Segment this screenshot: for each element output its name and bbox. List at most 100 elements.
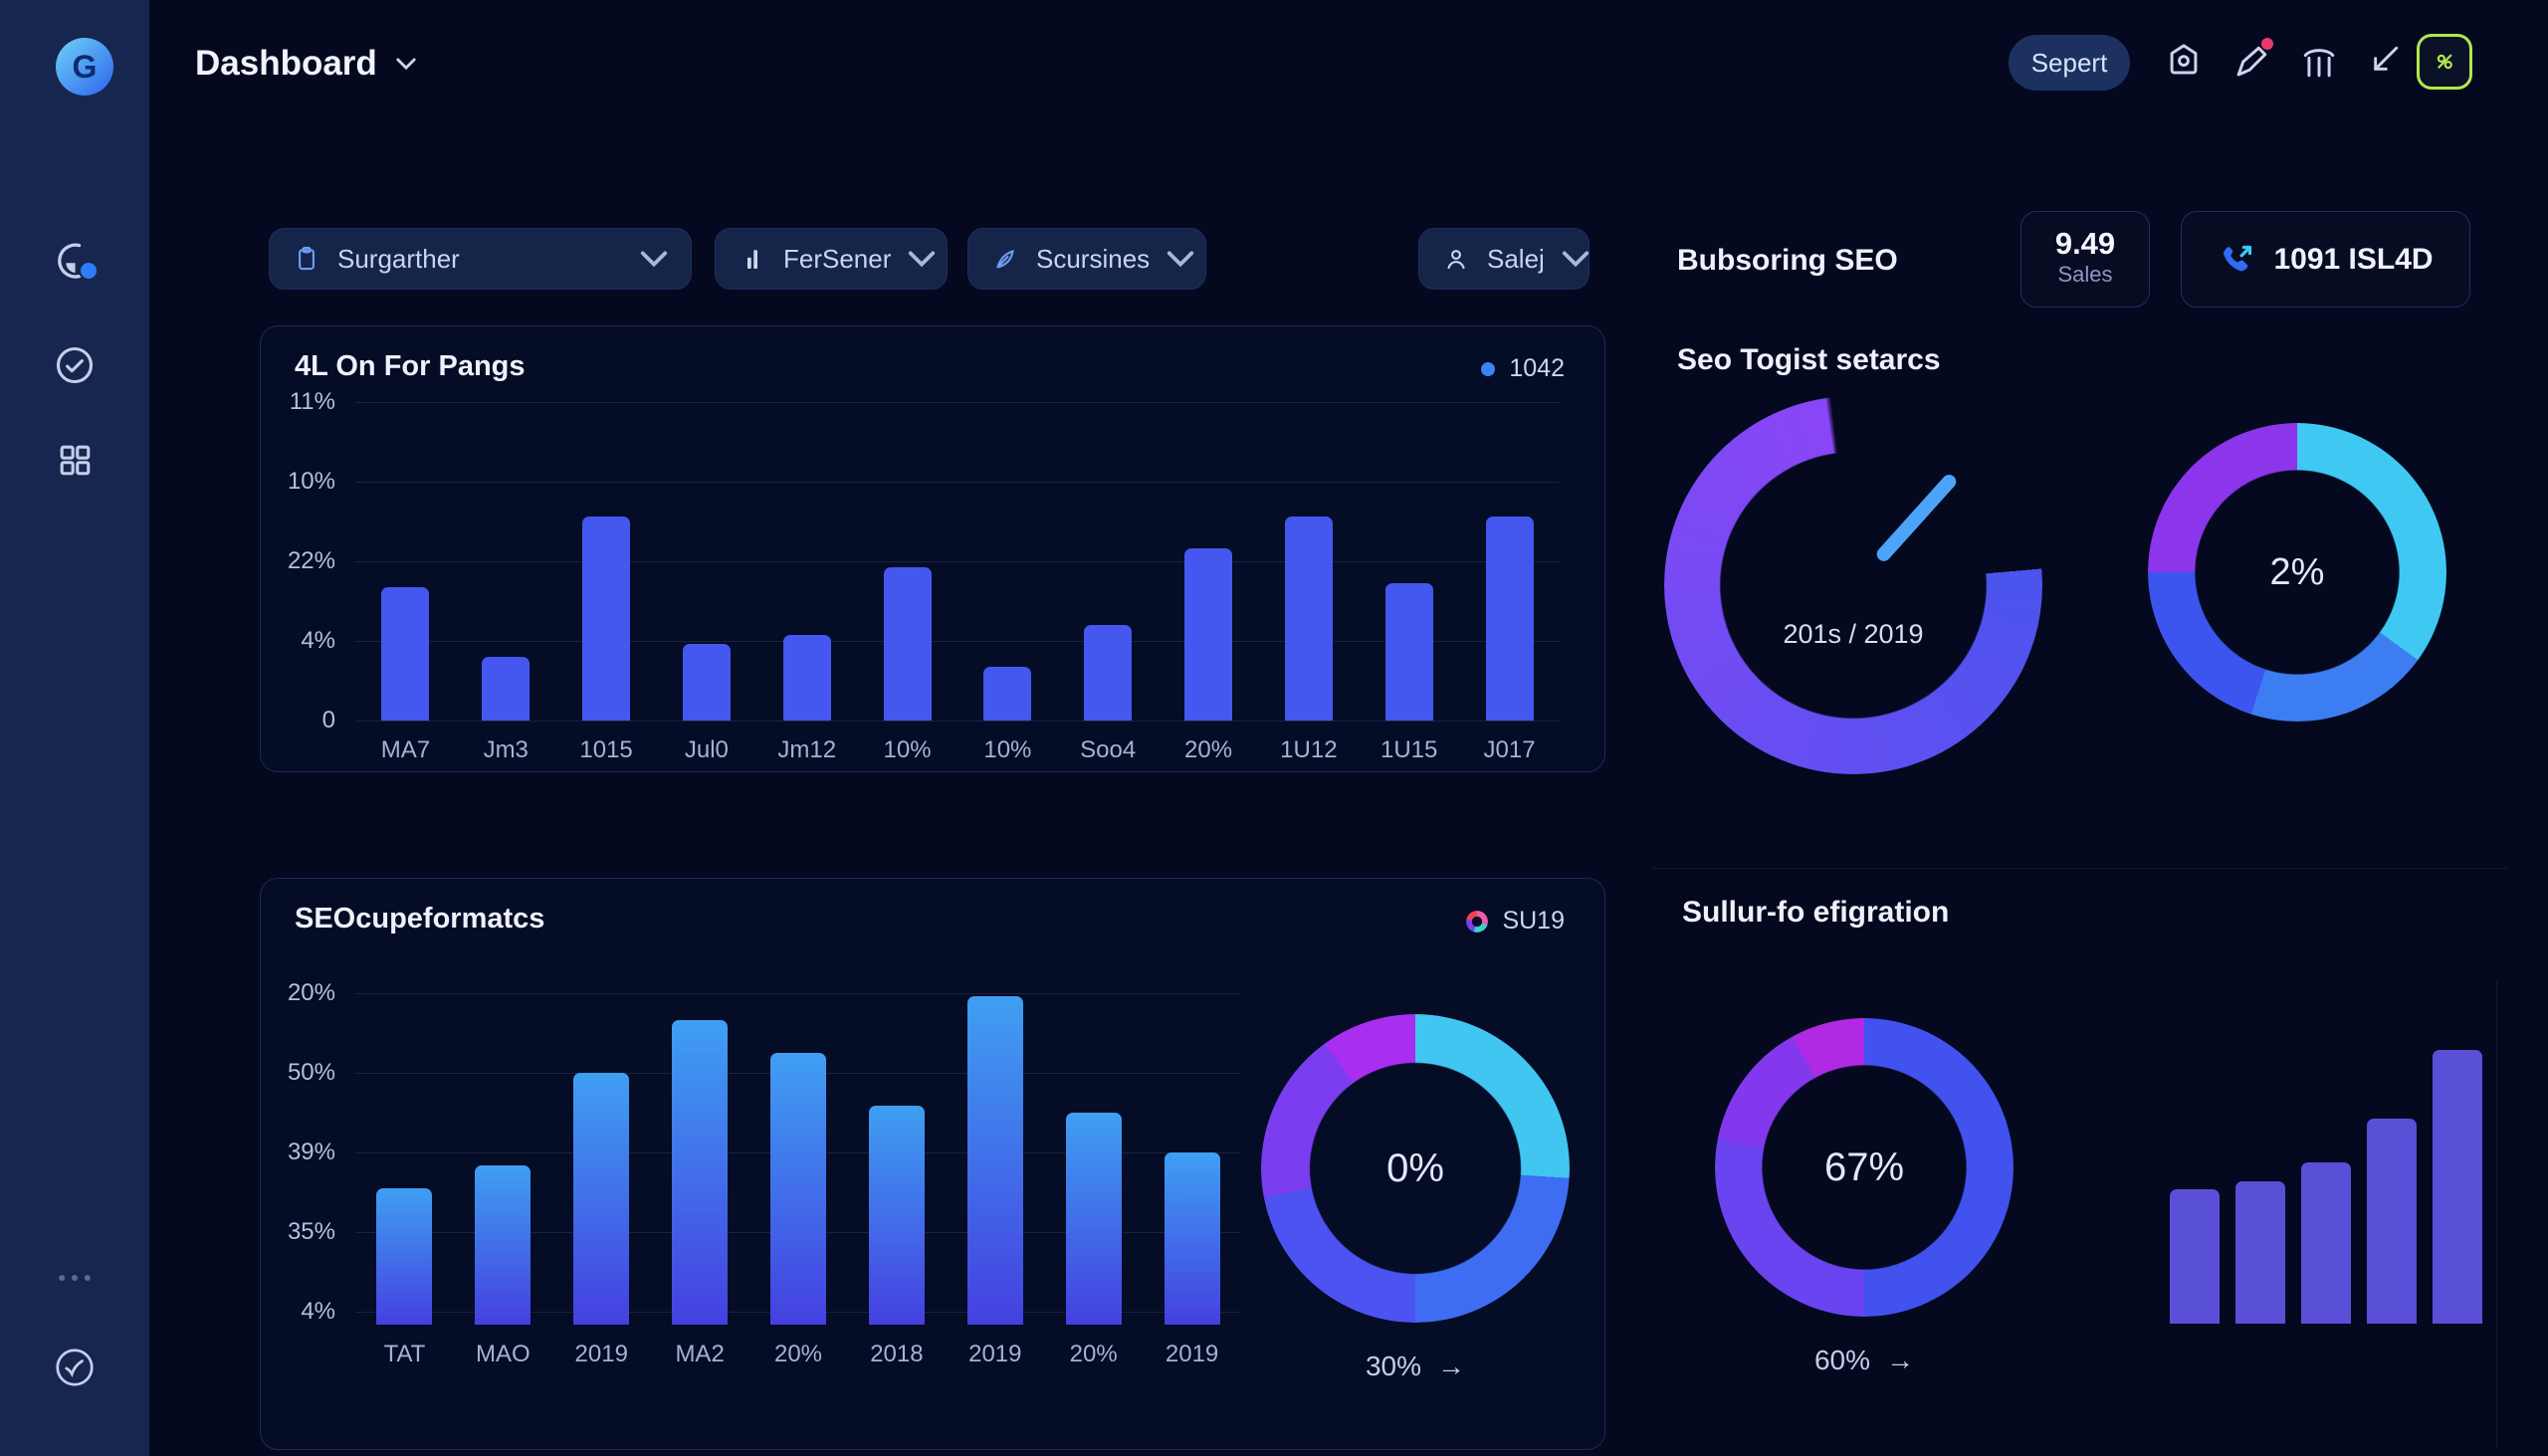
trend-arrow-icon[interactable] [2361,40,2405,84]
gridline [355,993,1241,994]
bar-cell [2293,1050,2359,1324]
gauge-chart: 201s / 2019 [1664,396,2042,774]
tag-icon[interactable] [2162,40,2206,84]
bar-cell [2162,1050,2228,1324]
y-axis-tick: 11% [289,388,335,415]
x-axis-tick: 2019 [574,1341,628,1367]
export-label: Sepert [2030,47,2108,78]
stat-value: 9.49 [2054,226,2116,261]
bar [2301,1161,2351,1324]
donut-footer-link[interactable]: 30% → [1261,1351,1570,1382]
y-axis-tick: 0 [321,707,335,733]
legend-label: 1042 [1509,354,1565,382]
bar [2235,1181,2285,1324]
filter-dropdown-salej[interactable]: Salej [1418,228,1590,290]
sales-stat-card: 9.49 Sales [2020,211,2150,308]
page-title-dropdown[interactable]: Dashboard [195,44,417,84]
filter-label: FerSener [783,243,892,274]
gridline [355,482,1560,483]
filter-dropdown-scursines[interactable]: Scursines [967,228,1206,290]
arrow-right-icon: → [1886,1345,1915,1375]
bar-cell [656,402,756,721]
legend-label: SU19 [1502,907,1565,935]
donut-footer-link[interactable]: 60% → [1715,1345,2014,1376]
x-axis-tick: Soo4 [1080,736,1137,763]
grid-icon[interactable] [53,438,97,482]
bar-cell [749,993,848,1325]
y-axis-tick: 39% [287,1139,335,1165]
bar-cell [2425,1050,2490,1324]
analytics-pie-icon[interactable] [53,239,99,283]
filter-dropdown-fersener[interactable]: FerSener [715,228,948,290]
chevron-down-icon [640,251,668,268]
bar-cell [1044,993,1143,1325]
logo-letter: G [72,48,98,85]
donut-chart-67: 67% 60% → [1715,1018,2014,1375]
donut-chart-zero: 0% 30% → [1261,1014,1570,1381]
chart-legend: 1042 [1481,354,1565,383]
x-axis-tick: 1U12 [1280,736,1338,763]
gridline [355,641,1560,642]
bar [1284,517,1333,721]
x-axis-tick: MA7 [380,736,431,763]
x-axis-tick: 10% [983,736,1032,763]
clipboard-icon [299,246,315,271]
bar [682,644,731,721]
panel-on-for-pangs: 4L On For Pangs 1042 11% 10% 22% 4% 0 MA7 Jm3 1… [260,325,1605,772]
export-button[interactable]: Sepert [2009,35,2130,91]
bar-cell [946,993,1044,1325]
bar-cell [857,402,957,721]
columns-icon[interactable] [2297,40,2341,84]
footer-value: 30% [1365,1351,1422,1381]
bars-row [355,993,1241,1325]
section-divider [1652,868,2508,869]
bar-cell [456,402,556,721]
bar-chart-on-for-pangs: 11% 10% 22% 4% 0 MA7 Jm3 1015 Jul0 Jm12 10% 10% Soo4… [288,388,1560,763]
ellipsis-icon[interactable] [53,1256,97,1300]
app-logo[interactable]: G [56,38,113,96]
chart-title: 4L On For Pangs [295,350,526,382]
sidebar: G [0,0,149,1456]
filter-dropdown-surgarther[interactable]: Surgarther [269,228,692,290]
check-circle-icon[interactable] [53,343,97,387]
bar-cell [1058,402,1159,721]
footer-value: 60% [1813,1345,1871,1375]
donut-center-label: 2% [2269,550,2325,593]
bar [1384,583,1433,721]
bar-cell [1258,402,1359,721]
x-axis-tick: 2018 [870,1341,924,1367]
bar [2433,1050,2482,1324]
chevron-down-icon [1168,251,1194,268]
x-axis-tick: Jm12 [777,736,837,763]
bar-cell [355,402,456,721]
bar [983,666,1032,721]
x-axis-tick: 20% [1184,736,1233,763]
bar [770,1052,826,1325]
avatar-icon[interactable] [2417,34,2472,90]
bar [376,1188,433,1325]
y-axis-tick: 4% [301,1298,335,1325]
gridline [355,402,1560,403]
x-axis-tick: MA2 [675,1341,725,1367]
bar [381,586,430,721]
circle-check-icon[interactable] [53,1346,97,1389]
x-axis-tick: 1U15 [1380,736,1438,763]
filter-label: Salej [1487,243,1545,274]
avatar-glyph [2437,54,2452,70]
section-divider [2496,980,2497,1448]
gridline [355,721,1560,722]
chart-title: SEOcupeformatcs [295,903,545,935]
bar [672,1019,729,1325]
x-axis-tick: J017 [1483,736,1536,763]
stat-label: Sales [2057,261,2113,287]
x-axis-tick: 20% [773,1341,823,1367]
bar [782,634,831,721]
person-icon [1447,250,1465,270]
pen-notification-icon[interactable] [2230,38,2273,84]
bar-cell [355,993,454,1325]
gridline [355,561,1560,562]
bars-row [2162,1050,2490,1324]
bar [582,517,631,721]
x-axis-labels: TAT MAO 2019 MA2 20% 2018 2019 20% 2019 [355,1341,1241,1368]
bar [883,567,932,721]
